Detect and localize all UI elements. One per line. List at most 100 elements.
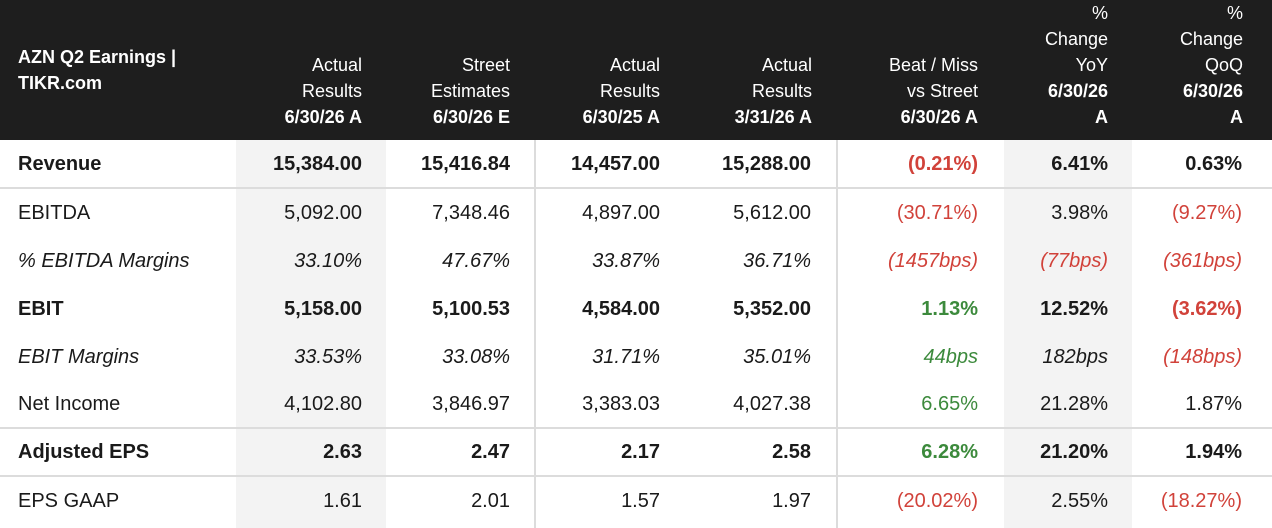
column-divider — [534, 140, 536, 528]
cell-change-yoy: 3.98% — [1051, 202, 1108, 224]
column-header-date: 3/31/26 A — [734, 107, 812, 127]
cell-beat-miss: (20.02%) — [896, 490, 978, 512]
column-header-label: % Change YoY — [1044, 3, 1108, 75]
cell-actual-q1-26: 4,027.38 — [733, 393, 811, 415]
cell-street-estimate: 3,846.97 — [432, 393, 510, 415]
cell-change-yoy: 182bps — [1042, 346, 1108, 368]
cell-actual-q1-26: 1.97 — [772, 490, 811, 512]
table-row-ebit-margins: EBIT Margins 33.53% 33.08% 31.71% 35.01%… — [0, 333, 1272, 381]
cell-beat-miss: 6.28% — [921, 441, 978, 463]
column-header-change-qoq: % Change QoQ 6/30/26 A — [1132, 0, 1243, 140]
cell-actual-q2-26: 15,384.00 — [273, 153, 362, 175]
table-row-ebitda-margins: % EBITDA Margins 33.10% 47.67% 33.87% 36… — [0, 237, 1272, 285]
cell-change-qoq: 1.94% — [1185, 441, 1242, 463]
cell-actual-q2-25: 31.71% — [592, 346, 660, 368]
row-divider — [0, 475, 1272, 477]
row-label: EBITDA — [18, 202, 91, 224]
column-header-date: 6/30/25 A — [582, 107, 660, 127]
cell-beat-miss: 44bps — [923, 346, 979, 368]
column-divider — [836, 140, 838, 528]
cell-change-yoy: 21.28% — [1040, 393, 1108, 415]
cell-change-qoq: (3.62%) — [1171, 298, 1242, 320]
cell-actual-q1-26: 5,612.00 — [733, 202, 811, 224]
table-row-adjusted-eps: Adjusted EPS 2.63 2.47 2.17 2.58 6.28% 2… — [0, 428, 1272, 476]
column-header-actual-q2-25: Actual Results 6/30/25 A — [536, 0, 660, 140]
cell-beat-miss: (0.21%) — [907, 153, 978, 175]
row-label: Revenue — [18, 153, 102, 175]
table-row-revenue: Revenue 15,384.00 15,416.84 14,457.00 15… — [0, 140, 1272, 188]
column-header-label: Actual Results — [301, 55, 362, 101]
column-header-label: Actual Results — [751, 55, 812, 101]
cell-change-yoy: (77bps) — [1040, 250, 1108, 272]
cell-change-qoq: 0.63% — [1185, 153, 1242, 175]
table-row-net-income: Net Income 4,102.80 3,846.97 3,383.03 4,… — [0, 380, 1272, 428]
cell-beat-miss: 1.13% — [921, 298, 978, 320]
cell-street-estimate: 5,100.53 — [432, 298, 510, 320]
cell-actual-q2-26: 2.63 — [323, 441, 362, 463]
column-header-actual-q1-26: Actual Results 3/31/26 A — [686, 0, 812, 140]
cell-beat-miss: 6.65% — [921, 393, 978, 415]
cell-actual-q2-26: 5,158.00 — [284, 298, 362, 320]
cell-change-qoq: (18.27%) — [1160, 490, 1242, 512]
column-shade — [236, 140, 386, 528]
cell-street-estimate: 2.01 — [471, 490, 510, 512]
cell-change-qoq: 1.87% — [1185, 393, 1242, 415]
table-row-eps-gaap: EPS GAAP 1.61 2.01 1.57 1.97 (20.02%) 2.… — [0, 477, 1272, 525]
table-row-ebitda: EBITDA 5,092.00 7,348.46 4,897.00 5,612.… — [0, 189, 1272, 237]
row-label: EPS GAAP — [18, 490, 120, 512]
column-header-label: Actual Results — [599, 55, 660, 101]
column-header-date: 6/30/26 A — [1182, 81, 1243, 127]
cell-change-qoq: (9.27%) — [1171, 202, 1242, 224]
table-title: AZN Q2 Earnings | TIKR.com — [18, 47, 177, 93]
table-row-ebit: EBIT 5,158.00 5,100.53 4,584.00 5,352.00… — [0, 285, 1272, 333]
cell-actual-q1-26: 36.71% — [743, 250, 811, 272]
column-header-street-estimates: Street Estimates 6/30/26 E — [386, 0, 510, 140]
cell-change-qoq: (148bps) — [1163, 346, 1242, 368]
cell-actual-q2-26: 33.53% — [294, 346, 362, 368]
column-header-beat-miss: Beat / Miss vs Street 6/30/26 A — [838, 0, 978, 140]
cell-change-yoy: 2.55% — [1051, 490, 1108, 512]
row-divider — [0, 187, 1272, 189]
cell-actual-q1-26: 2.58 — [772, 441, 811, 463]
column-header-date: 6/30/26 A — [284, 107, 362, 127]
cell-change-yoy: 6.41% — [1051, 153, 1108, 175]
cell-actual-q2-25: 1.57 — [621, 490, 660, 512]
cell-actual-q2-25: 33.87% — [592, 250, 660, 272]
row-label: EBIT Margins — [18, 346, 140, 368]
cell-actual-q2-25: 4,584.00 — [582, 298, 660, 320]
cell-change-yoy: 21.20% — [1040, 441, 1108, 463]
column-header-date: 6/30/26 E — [432, 107, 510, 127]
cell-actual-q2-25: 3,383.03 — [582, 393, 660, 415]
cell-actual-q1-26: 35.01% — [743, 346, 811, 368]
cell-change-yoy: 12.52% — [1040, 298, 1108, 320]
cell-actual-q2-26: 1.61 — [323, 490, 362, 512]
cell-street-estimate: 47.67% — [442, 250, 510, 272]
row-divider — [0, 427, 1272, 429]
row-label: Adjusted EPS — [18, 441, 150, 463]
column-header-label: % Change QoQ — [1179, 3, 1243, 75]
cell-actual-q2-25: 4,897.00 — [582, 202, 660, 224]
cell-street-estimate: 33.08% — [442, 346, 510, 368]
row-label: Net Income — [18, 393, 121, 415]
cell-beat-miss: (30.71%) — [896, 202, 978, 224]
column-header-change-yoy: % Change YoY 6/30/26 A — [1004, 0, 1108, 140]
cell-actual-q2-25: 14,457.00 — [571, 153, 660, 175]
cell-actual-q2-26: 33.10% — [294, 250, 362, 272]
cell-actual-q2-26: 4,102.80 — [284, 393, 362, 415]
cell-actual-q2-25: 2.17 — [621, 441, 660, 463]
row-label: EBIT — [18, 298, 64, 320]
column-header-date: 6/30/26 A — [1047, 81, 1108, 127]
column-header-label: Street Estimates — [430, 55, 510, 101]
cell-beat-miss: (1457bps) — [887, 250, 978, 272]
cell-street-estimate: 2.47 — [471, 441, 510, 463]
cell-change-qoq: (361bps) — [1163, 250, 1242, 272]
column-shade — [1004, 140, 1132, 528]
cell-actual-q1-26: 5,352.00 — [733, 298, 811, 320]
column-header-label: Beat / Miss vs Street — [888, 55, 978, 101]
row-label: % EBITDA Margins — [18, 250, 190, 272]
cell-actual-q1-26: 15,288.00 — [722, 153, 811, 175]
column-header-actual-q2-26: Actual Results 6/30/26 A — [236, 0, 362, 140]
column-header-date: 6/30/26 A — [900, 107, 978, 127]
cell-actual-q2-26: 5,092.00 — [284, 202, 362, 224]
